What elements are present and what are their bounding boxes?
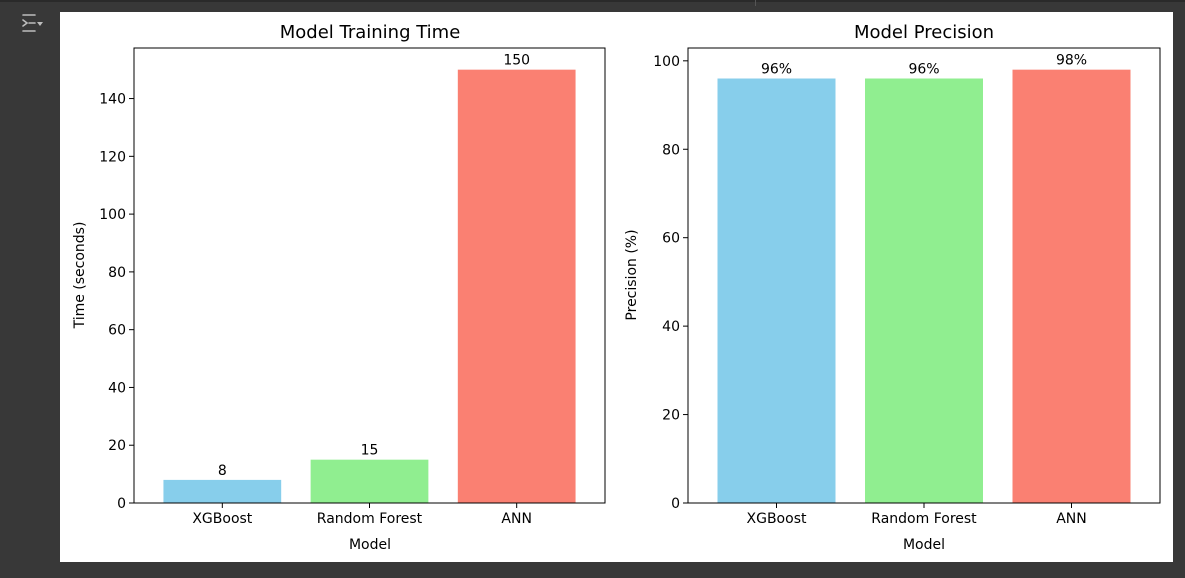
y-tick-label: 100 [99,207,126,223]
x-tick-label: XGBoost [747,511,807,527]
y-axis-ticks: 0 20 40 60 80 100 [653,54,688,512]
value-label: 98% [1056,53,1087,69]
cell-top-border [0,0,1185,2]
y-tick-label: 100 [653,54,680,70]
y-axis-label: Time (seconds) [72,222,88,330]
x-tick-label: ANN [501,511,532,527]
x-tick-label: Random Forest [871,511,977,527]
x-axis-label: Model [903,537,945,553]
value-labels: 8 15 150 [218,53,530,479]
x-axis-label: Model [349,537,391,553]
bar [163,479,282,503]
bar [310,459,429,503]
y-tick-label: 80 [662,142,680,158]
plot-frame [133,47,606,504]
y-tick-label: 40 [108,380,126,396]
x-axis-ticks: XGBoost Random Forest ANN [747,503,1087,527]
plot-frame [687,47,1161,504]
x-tick-label: Random Forest [317,511,423,527]
y-tick-label: 140 [99,92,126,108]
chart-title: Model Precision [854,22,994,43]
x-tick-label: XGBoost [192,511,252,527]
y-axis-label: Precision (%) [624,229,640,320]
bar [865,78,983,504]
x-axis-ticks: XGBoost Random Forest ANN [192,503,532,527]
y-tick-label: 0 [671,496,680,512]
value-labels: 96% 96% 98% [761,53,1087,78]
value-label: 96% [761,62,792,78]
chart-figure-svg: Model Training Time 8 15 150 0 20 40 60 80 100 1… [72,22,1161,553]
cell-divider [755,0,756,6]
y-tick-label: 120 [99,149,126,165]
chart-figure: Model Training Time 8 15 150 0 20 40 60 80 100 1… [60,12,1173,562]
value-label: 150 [503,53,530,69]
bars [163,69,576,503]
y-tick-label: 60 [108,323,126,339]
precision-chart: Model Precision 96% 96% 98% 0 20 40 60 80 100 X… [624,22,1161,553]
value-label: 8 [218,463,227,479]
x-tick-label: ANN [1056,511,1087,527]
output-toggle-button[interactable] [20,11,46,35]
y-tick-label: 60 [662,231,680,247]
training-time-chart: Model Training Time 8 15 150 0 20 40 60 80 100 1… [72,22,606,553]
bars [717,69,1131,504]
y-axis-ticks: 0 20 40 60 80 100 120 140 [99,92,134,512]
y-tick-label: 0 [117,496,126,512]
bar [457,69,576,503]
y-tick-label: 40 [662,319,680,335]
bar [717,78,836,504]
y-tick-label: 20 [108,438,126,454]
chart-title: Model Training Time [280,22,461,43]
bar [1012,69,1131,503]
y-tick-label: 20 [662,408,680,424]
y-tick-label: 80 [108,265,126,281]
value-label: 15 [361,443,379,459]
output-toggle-icon [22,14,43,32]
value-label: 96% [908,62,939,78]
